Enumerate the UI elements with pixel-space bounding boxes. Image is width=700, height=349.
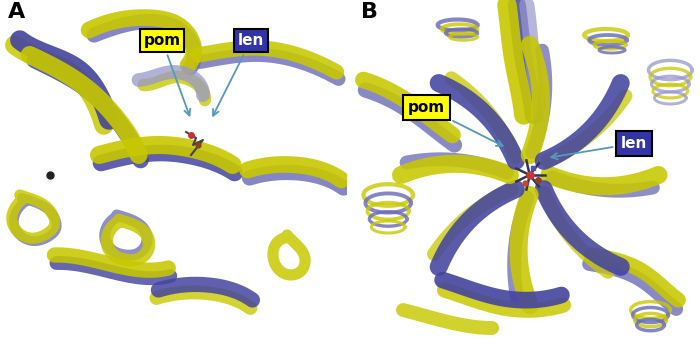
Text: pom: pom [408,100,503,146]
Text: A: A [8,2,25,22]
Text: len: len [552,136,648,159]
Text: B: B [361,2,379,22]
Text: pom: pom [144,33,190,116]
Text: len: len [213,33,264,116]
